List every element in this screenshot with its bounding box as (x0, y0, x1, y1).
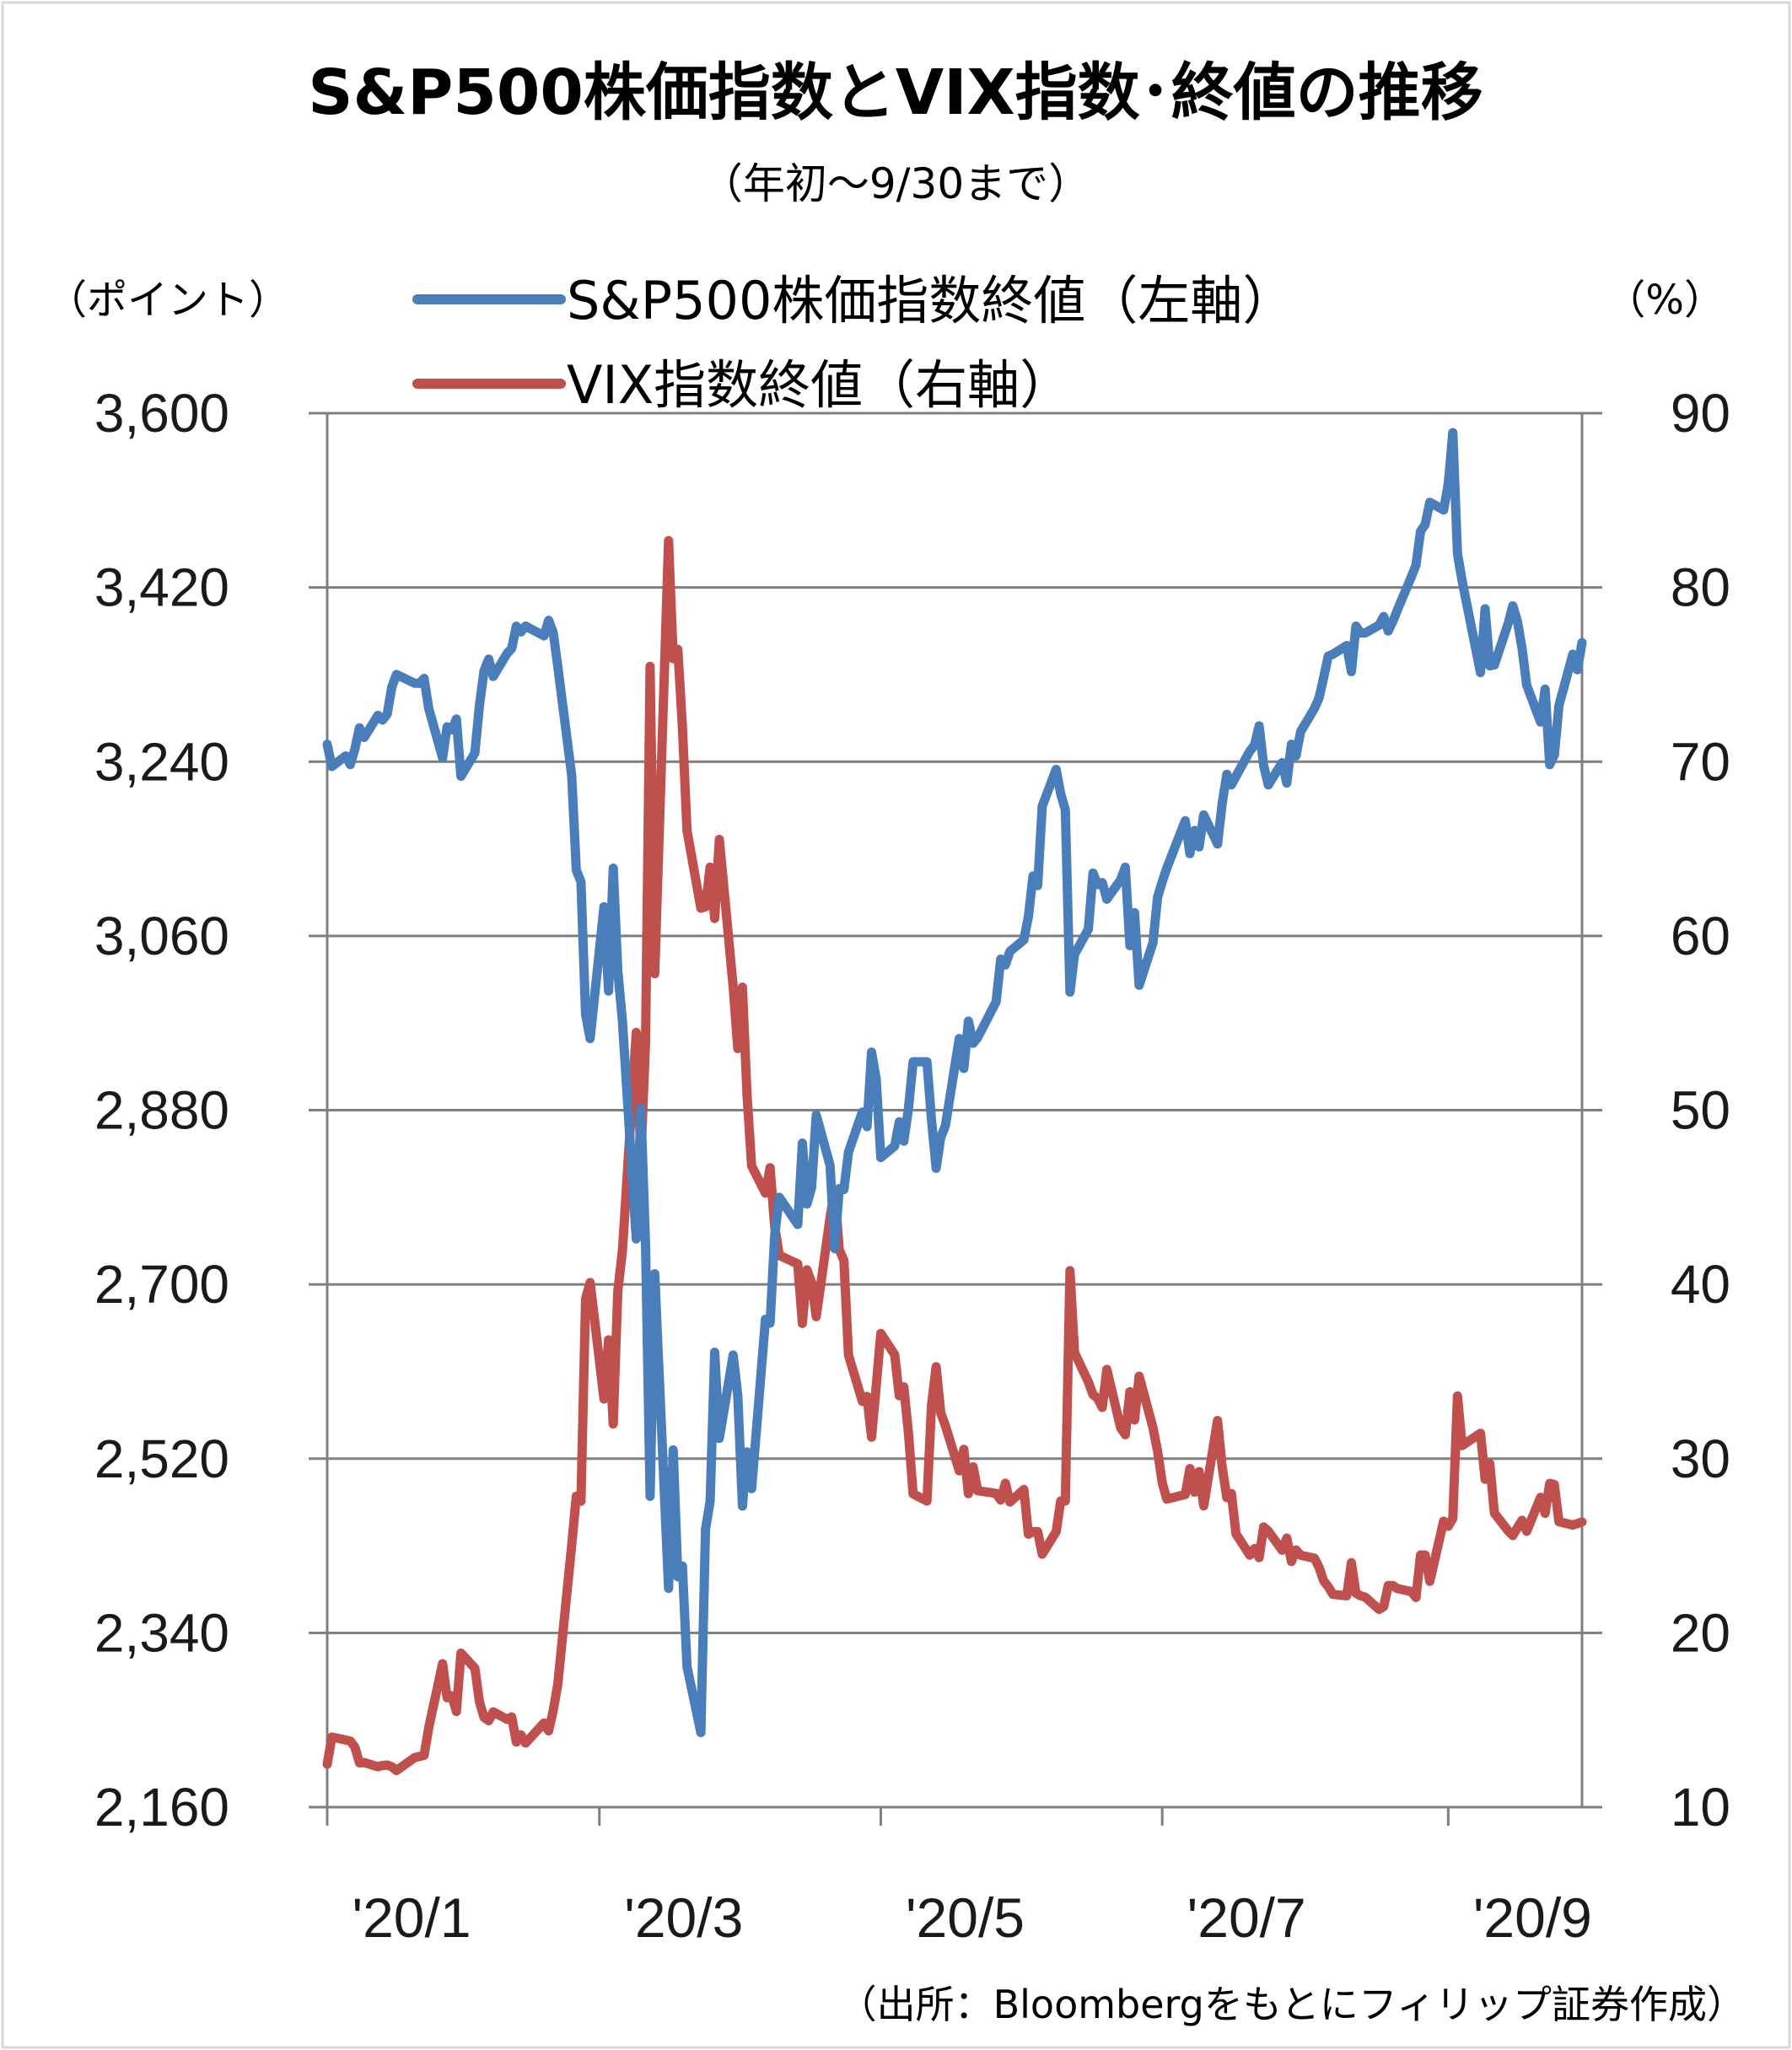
x-tick-label: '20/9 (1473, 1886, 1592, 1949)
left-tick-label: 3,420 (94, 557, 229, 618)
right-tick-label: 70 (1671, 731, 1730, 792)
legend-label-vix: VIX指数終値（右軸） (567, 354, 1072, 416)
chart-subtitle: （年初～9/30まで） (701, 159, 1090, 208)
right-tick-label: 60 (1671, 906, 1730, 966)
x-tick-label: '20/1 (352, 1886, 471, 1949)
right-tick-label: 90 (1671, 383, 1730, 444)
right-tick-label: 30 (1671, 1429, 1730, 1489)
left-tick-label: 2,700 (94, 1254, 229, 1315)
left-tick-label: 2,340 (94, 1602, 229, 1663)
x-tick-label: '20/5 (906, 1886, 1025, 1949)
series-line-vix (322, 535, 1587, 1776)
series-layer (322, 428, 1587, 1776)
left-tick-label: 2,880 (94, 1080, 229, 1141)
left-tick-label: 3,060 (94, 906, 229, 966)
chart-title: S&P500株価指数とVIX指数･終値の推移 (308, 56, 1483, 129)
right-axis-ticks: 90 80 70 60 50 40 30 20 10 (1671, 383, 1730, 1837)
left-axis-ticks: 3,600 3,420 3,240 3,060 2,880 2,700 2,520 2,340… (94, 383, 229, 1837)
legend-item-vix: VIX指数終値（右軸） (412, 354, 1072, 416)
left-tick-label: 3,240 (94, 731, 229, 792)
x-axis: '20/1 '20/3 '20/5 '20/7 '20/9 (326, 413, 1602, 1949)
right-tick-label: 80 (1671, 557, 1730, 618)
right-axis-unit: （%） (1605, 277, 1725, 324)
series-line-sp500 (322, 428, 1587, 1738)
legend-item-sp500: S&P500株価指数終値（左軸） (412, 270, 1294, 331)
left-tick-label: 3,600 (94, 383, 229, 444)
legend: S&P500株価指数終値（左軸） VIX指数終値（右軸） (412, 270, 1294, 416)
right-tick-label: 20 (1671, 1602, 1730, 1663)
left-tick-label: 2,520 (94, 1429, 229, 1489)
legend-label-sp500: S&P500株価指数終値（左軸） (567, 270, 1294, 331)
right-tick-label: 50 (1671, 1080, 1730, 1141)
x-tick-label: '20/7 (1187, 1886, 1306, 1949)
left-axis-unit: （ポイント） (46, 277, 289, 324)
right-tick-label: 10 (1671, 1777, 1730, 1837)
x-tick-label: '20/3 (624, 1886, 743, 1949)
left-tick-label: 2,160 (94, 1777, 229, 1837)
right-tick-label: 40 (1671, 1254, 1730, 1315)
source-note: （出所：Bloombergをもとにフィリップ証券作成） (838, 1982, 1746, 2027)
